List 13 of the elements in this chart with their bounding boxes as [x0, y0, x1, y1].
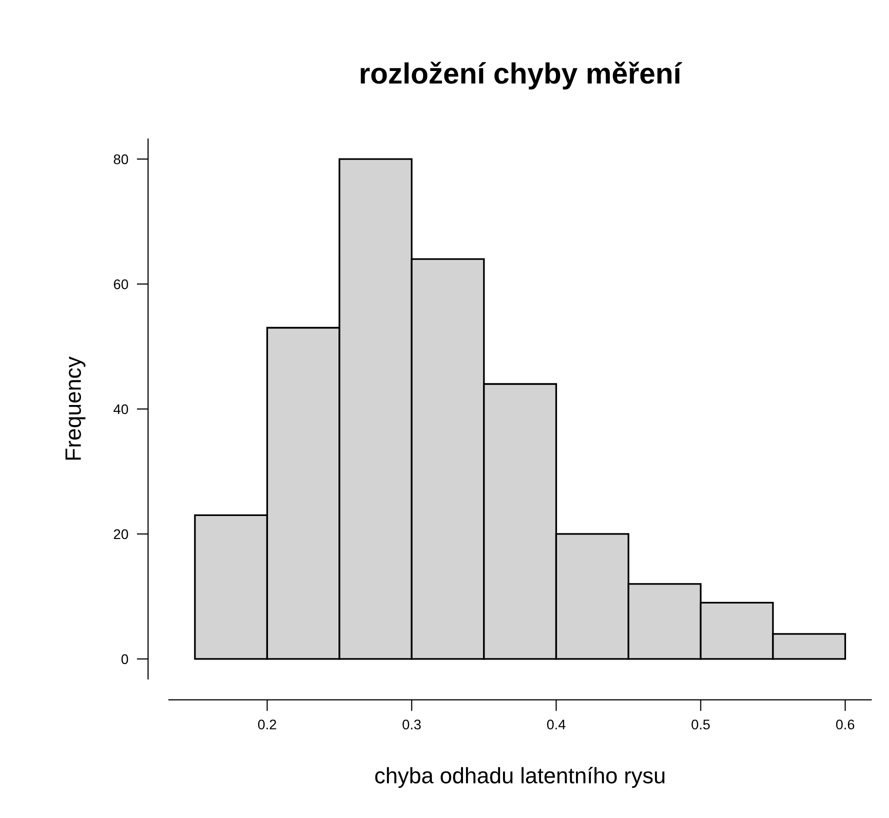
x-tick-label: 0.5: [692, 720, 710, 730]
y-tick-label: 20: [114, 529, 128, 540]
y-tick-label: 40: [114, 404, 128, 414]
y-tick-label: 80: [114, 154, 128, 164]
y-tick-label: 0: [121, 654, 128, 664]
chart-title: rozložení chyby měření: [360, 62, 682, 90]
y-axis-title: Frequency: [66, 356, 86, 460]
x-axis-title: chyba odhadu latentního rysu: [375, 766, 664, 788]
x-tick-label: 0.3: [402, 720, 421, 730]
x-tick-label: 0.6: [836, 720, 854, 730]
y-tick-label: 60: [114, 279, 128, 290]
x-tick-label: 0.4: [547, 720, 566, 730]
x-tick-label: 0.2: [258, 720, 276, 730]
